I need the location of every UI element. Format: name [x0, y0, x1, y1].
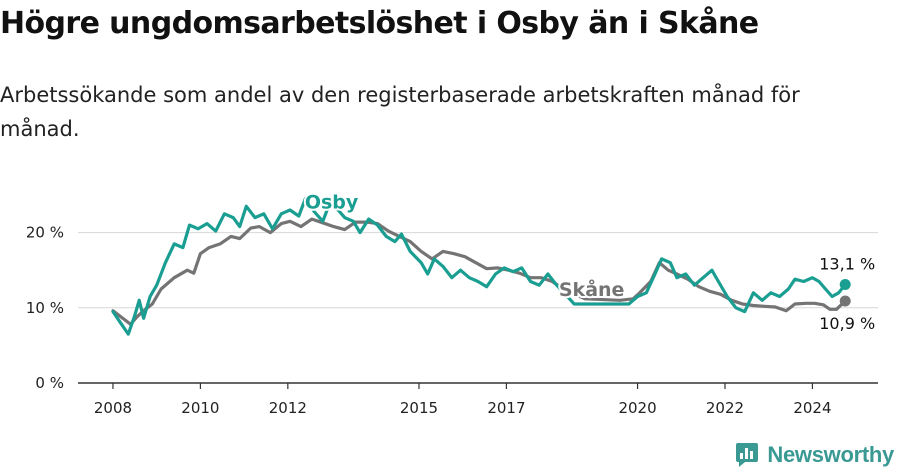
- series-end-value-skne: 10,9 %: [819, 314, 875, 333]
- grid-layer: [78, 232, 878, 309]
- x-tick-label: 2017: [487, 399, 525, 417]
- series-label-skne: Skåne: [559, 277, 625, 301]
- y-tick-label: 0 %: [35, 374, 64, 392]
- x-tick-label: 2012: [269, 399, 307, 417]
- series-label-osby: Osby: [305, 192, 359, 214]
- axis-layer: 0 % 10 % 20 % 2008 2010 2012 2015 2017 2020 2022 2…: [26, 224, 878, 417]
- x-tick-label: 2022: [706, 399, 744, 417]
- x-tick-label: 2015: [400, 399, 438, 417]
- series-end-value-osby: 13,1 %: [819, 254, 875, 273]
- x-tick-label: 2020: [618, 399, 656, 417]
- chart-title: Högre ungdomsarbetslöshet i Osby än i Sk…: [0, 6, 759, 41]
- label-layer: Skåne 10,9 % Osby 13,1 %: [303, 190, 875, 333]
- newsworthy-logo[interactable]: Newsworthy: [735, 442, 894, 468]
- y-tick-label: 20 %: [26, 224, 64, 242]
- chart-subtitle: Arbetssökande som andel av den registerb…: [0, 83, 800, 141]
- series-line-osby: [111, 197, 847, 336]
- series-end-marker-skne: [839, 295, 851, 307]
- x-tick-label: 2008: [94, 399, 132, 417]
- bar-chart-icon: [736, 443, 759, 467]
- series-end-marker-osby: [839, 278, 851, 290]
- series-line-skne: [111, 217, 847, 326]
- x-tick-label: 2010: [181, 399, 219, 417]
- x-tick-label: 2024: [793, 399, 831, 417]
- brand-name: Newsworthy: [767, 442, 894, 467]
- series-layer: [111, 197, 851, 336]
- y-tick-label: 10 %: [26, 299, 64, 317]
